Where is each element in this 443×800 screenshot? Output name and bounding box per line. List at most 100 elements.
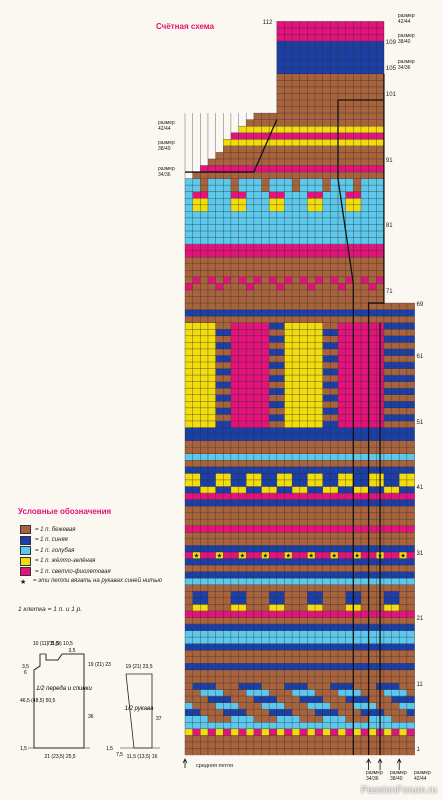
chart-cell	[330, 538, 339, 546]
chart-cell	[185, 362, 193, 369]
chart-cell	[269, 748, 277, 756]
chart-cell	[200, 715, 209, 723]
chart-cell	[345, 86, 354, 94]
chart-cell	[261, 565, 270, 572]
chart-cell	[238, 696, 247, 703]
chart-cell	[299, 152, 308, 160]
chart-cell	[207, 283, 216, 291]
legend-text: = 1 п. голубая	[35, 547, 75, 554]
legend-item: ★ = эти петли вязать на рукавах синей нит…	[20, 578, 162, 586]
chart-cell	[330, 60, 339, 68]
chart-cell	[215, 178, 224, 186]
chart-cell	[322, 571, 331, 579]
chart-cell	[200, 303, 209, 310]
chart-cell	[185, 316, 193, 323]
chart-cell	[353, 532, 362, 540]
chart-cell	[223, 309, 232, 317]
chart-cell	[322, 309, 331, 317]
chart-cell	[322, 499, 331, 507]
chart-cell	[185, 558, 193, 566]
chart-cell	[276, 624, 285, 631]
chart-cell	[315, 512, 323, 520]
chart-cell	[223, 506, 232, 513]
chart-cell	[207, 237, 216, 245]
chart-cell	[391, 735, 400, 743]
chart-cell	[330, 656, 339, 664]
chart-cell	[368, 545, 377, 553]
chart-cell	[238, 656, 247, 664]
chart-cell	[353, 86, 362, 94]
chart-cell	[284, 368, 293, 376]
chart-cell	[368, 591, 377, 598]
chart-cell	[215, 728, 224, 736]
chart-cell	[330, 381, 339, 389]
chart-cell	[345, 604, 354, 612]
chart-cell	[322, 80, 331, 88]
chart-cell	[238, 650, 247, 657]
chart-cell	[315, 427, 323, 435]
chart-cell	[330, 100, 339, 107]
chart-cell	[238, 676, 247, 684]
chart-cell	[345, 624, 354, 631]
chart-cell	[276, 702, 285, 710]
chart-cell	[330, 427, 339, 435]
chart-cell	[230, 342, 239, 350]
chart-cell	[230, 388, 239, 395]
color-swatch	[20, 556, 31, 566]
chart-cell	[276, 538, 285, 546]
chart-cell	[238, 748, 247, 756]
chart-cell	[315, 538, 323, 546]
chart-cell	[292, 224, 300, 232]
chart-cell	[253, 741, 262, 749]
chart-cell	[383, 682, 392, 690]
chart-cell	[192, 486, 201, 494]
chart-cell	[307, 41, 316, 48]
chart-cell	[192, 329, 201, 336]
chart-cell	[338, 322, 346, 330]
front-dim-left-top-b: 6	[24, 670, 27, 676]
chart-cell	[207, 427, 216, 435]
chart-cell	[360, 669, 369, 677]
chart-cell	[276, 735, 285, 743]
chart-cell	[269, 447, 277, 454]
chart-cell	[353, 342, 362, 350]
chart-cell	[360, 172, 369, 179]
chart-cell	[276, 217, 285, 225]
chart-cell	[406, 735, 415, 743]
chart-cell	[330, 322, 339, 330]
chart-cell	[276, 669, 285, 677]
chart-cell	[368, 80, 377, 88]
chart-cell	[238, 348, 247, 356]
chart-cell	[238, 597, 247, 605]
chart-cell	[322, 414, 331, 422]
chart-cell	[299, 303, 308, 310]
chart-cell	[353, 545, 362, 553]
chart-cell	[383, 709, 392, 716]
chart-cell	[276, 34, 285, 42]
chart-cell	[276, 21, 285, 29]
chart-cell	[238, 722, 247, 729]
front-dim-bottom: 21 (23,5) 25,5	[44, 754, 75, 760]
chart-cell	[276, 257, 285, 264]
chart-cell	[185, 663, 193, 671]
chart-cell	[307, 610, 316, 618]
chart-cell	[330, 479, 339, 487]
chart-cell	[230, 650, 239, 657]
chart-cell	[299, 348, 308, 356]
chart-cell	[315, 60, 323, 68]
chart-cell	[230, 578, 239, 585]
chart-cell	[307, 132, 316, 140]
chart-cell	[207, 316, 216, 323]
chart-cell	[246, 479, 255, 487]
chart-cell	[330, 440, 339, 448]
chart-cell	[253, 276, 262, 284]
chart-cell	[315, 355, 323, 363]
chart-cell	[345, 407, 354, 415]
chart-cell	[391, 578, 400, 585]
chart-cell	[253, 375, 262, 382]
cell-note: 1 клетка = 1 п. и 1 р.	[18, 606, 83, 613]
chart-cell	[307, 434, 316, 441]
chart-cell	[368, 532, 377, 540]
chart-cell	[230, 696, 239, 703]
chart-cell	[215, 584, 224, 592]
